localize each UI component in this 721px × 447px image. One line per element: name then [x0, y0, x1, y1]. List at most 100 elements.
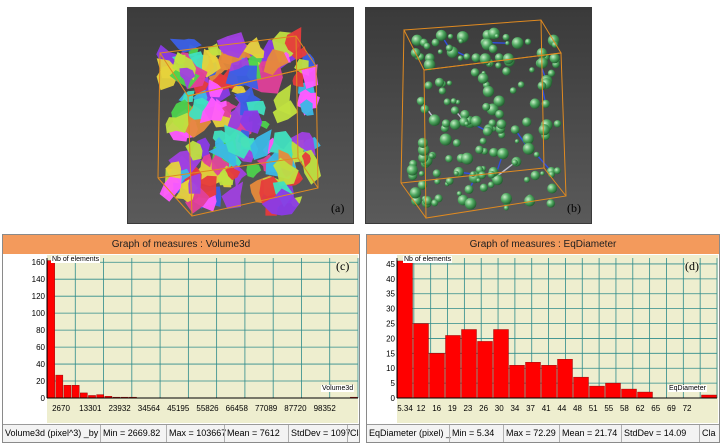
- histogram-bar: [557, 359, 573, 399]
- y-tick-label: 5: [391, 379, 396, 388]
- pore-node: [428, 153, 435, 159]
- pore-node: [461, 152, 474, 165]
- panel-label-d: (d): [685, 259, 699, 274]
- pore-node: [441, 119, 451, 128]
- pore-blob: [243, 37, 265, 59]
- pore-node: [482, 85, 495, 98]
- y-tick-label: 25: [386, 320, 395, 329]
- histogram-bar: [525, 362, 541, 399]
- histogram-bar: [80, 392, 88, 399]
- pore-node: [409, 187, 422, 199]
- panel-label-b: (b): [567, 201, 581, 215]
- pore-blob: [216, 32, 247, 59]
- pore-node: [538, 124, 550, 136]
- pore-node: [445, 155, 453, 163]
- y-tick-label: 80: [36, 326, 45, 335]
- pore-blob: [273, 157, 299, 187]
- pore-node: [455, 99, 461, 105]
- pore-node: [522, 117, 532, 127]
- histogram-bar: [589, 385, 605, 399]
- histogram-bar: [493, 329, 509, 399]
- pore-node: [443, 98, 451, 106]
- histogram-bar: [413, 323, 429, 399]
- x-tick-label: 2670: [52, 404, 70, 413]
- pore-node: [530, 170, 540, 181]
- pore-node: [446, 80, 453, 86]
- render-panel-b: (b): [365, 7, 592, 224]
- x-tick-label: 98352: [314, 404, 337, 413]
- status-min-volume3d: Min = 2669.82: [100, 425, 169, 442]
- x-tick-label: 44: [557, 404, 566, 413]
- pore-node: [447, 33, 454, 40]
- x-tick-label: 77089: [255, 404, 278, 413]
- pore-node: [500, 193, 513, 205]
- pore-node: [522, 142, 535, 155]
- pore-blob: [165, 161, 181, 179]
- histogram-bar: [573, 376, 589, 399]
- x-tick-label: 23932: [108, 404, 131, 413]
- pore-blob: [261, 188, 300, 216]
- y-tick-label: 140: [32, 275, 46, 284]
- pore-node: [502, 67, 511, 76]
- pore-node: [553, 167, 561, 175]
- x-tick-label: 66458: [226, 404, 249, 413]
- y-axis-label-volume3d: Nb of elements: [51, 256, 101, 263]
- pore-node: [417, 137, 428, 148]
- pore-blob: [215, 137, 225, 150]
- pore-blob: [221, 181, 244, 209]
- x-tick-label: 34564: [138, 404, 161, 413]
- pore-blob: [179, 67, 196, 90]
- status-field-volume3d: Volume3d (pixel^3) _by: [5, 428, 99, 438]
- pore-blob: [165, 112, 189, 134]
- pore-node: [422, 196, 433, 206]
- x-tick-label: 65: [651, 404, 660, 413]
- graph-window-eqdiameter: Graph of measures : EqDiameter 0 5 10 15 20 2…: [366, 234, 720, 443]
- pore-node: [470, 68, 480, 77]
- status-field-eqdiameter: EqDiameter (pixel) _by: [369, 428, 451, 438]
- panel-label-a: (a): [331, 201, 345, 215]
- histogram-bar: [47, 260, 55, 399]
- pore-node: [463, 53, 471, 60]
- y-tick-label: 40: [386, 275, 395, 284]
- pore-node: [479, 183, 488, 192]
- pore-node: [522, 133, 534, 145]
- pore-node: [482, 102, 491, 111]
- y-tick-label: 10: [386, 364, 395, 373]
- pore-blob: [159, 175, 182, 202]
- histogram-bar: [637, 391, 653, 399]
- pore-node: [418, 170, 425, 177]
- x-tick-label: 69: [667, 404, 676, 413]
- x-axis-label-eqdiameter: EqDiameter: [668, 385, 707, 392]
- histogram-bar: [445, 335, 461, 399]
- pore-node: [547, 69, 556, 77]
- histogram-bar: [605, 382, 621, 399]
- y-tick-label: 100: [32, 309, 46, 318]
- pore-node: [470, 115, 482, 127]
- y-tick-label: 0: [391, 394, 396, 403]
- pore-node: [464, 184, 474, 194]
- x-tick-label: 34: [510, 404, 519, 413]
- pore-node: [423, 59, 436, 71]
- pore-node: [547, 183, 558, 194]
- pore-blob: [201, 153, 212, 168]
- pore-node: [428, 114, 441, 126]
- pore-node: [502, 33, 510, 41]
- statusbar-eqdiameter: EqDiameter (pixel) _by Min = 5.34 Max = …: [367, 424, 719, 442]
- pore-node: [476, 178, 481, 183]
- pore-node: [477, 73, 489, 84]
- status-mean-eqdiameter: Mean = 21.74: [559, 425, 624, 442]
- pore-blob: [284, 27, 302, 59]
- pore-node: [503, 205, 509, 211]
- x-tick-label: 51: [589, 404, 598, 413]
- pore-node: [464, 121, 469, 127]
- y-tick-label: 20: [36, 377, 45, 386]
- pore-node: [437, 49, 443, 55]
- pore-node: [494, 33, 500, 39]
- pore-blob: [301, 64, 319, 89]
- pore-node: [431, 38, 440, 47]
- pore-node: [524, 195, 536, 207]
- x-tick-label: 45195: [167, 404, 190, 413]
- pore-node: [495, 62, 502, 69]
- pore-blob: [208, 79, 224, 98]
- y-tick-label: 120: [32, 292, 46, 301]
